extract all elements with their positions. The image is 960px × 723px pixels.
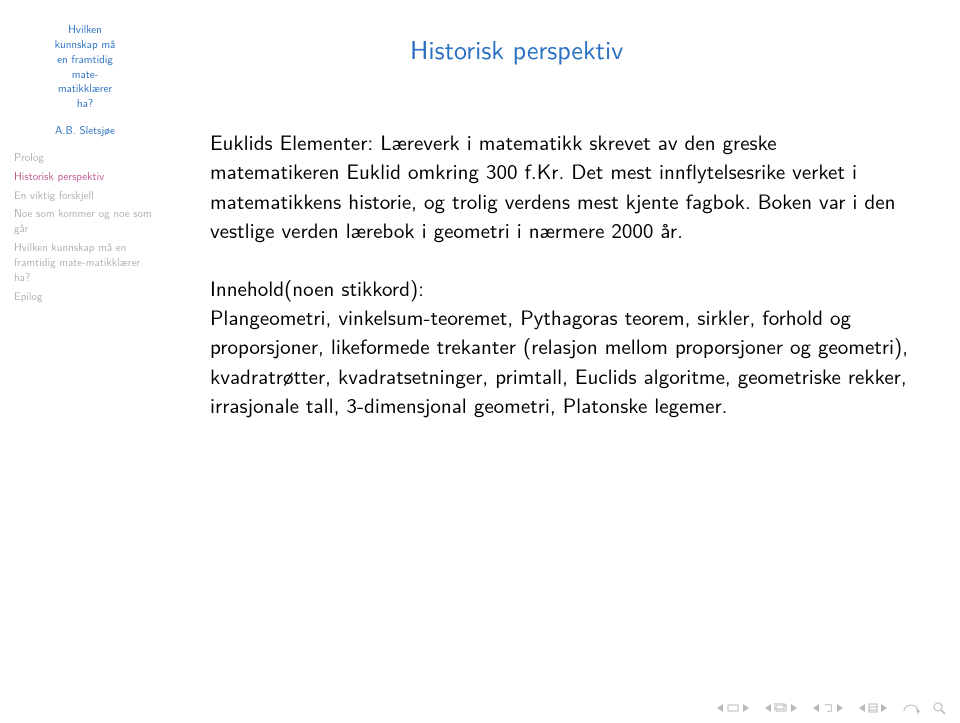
sidebar: Hvilken kunnskap må en framtidig mate- m…	[0, 0, 170, 723]
body-text: Euklids Elementer: Læreverk i matematikk…	[210, 128, 910, 421]
title-line: Hvilken	[14, 22, 156, 37]
nav-item-prolog[interactable]: Prolog	[14, 150, 156, 165]
nav-item-noe-som[interactable]: Noe som kommer og noe som går	[14, 206, 156, 236]
paragraph-2: Innehold(noen stikkord): Plangeometri, v…	[210, 274, 910, 421]
nav-back-icon[interactable]	[856, 703, 890, 713]
nav-item-epilog[interactable]: Epilog	[14, 289, 156, 304]
nav-item-forskjell[interactable]: En viktig forskjell	[14, 188, 156, 203]
nav-prev-section-icon[interactable]	[762, 703, 800, 713]
slide-title: Historisk perspektiv	[410, 30, 910, 68]
title-line: en framtidig	[14, 52, 156, 67]
nav-prev-icon[interactable]	[810, 703, 846, 713]
beamer-nav-controls	[714, 701, 946, 715]
nav-circulate-icon[interactable]	[900, 701, 922, 715]
nav-search-icon[interactable]	[932, 701, 946, 715]
sidebar-author: A.B. Sletsjøe	[14, 123, 156, 138]
title-line: matikklærer	[14, 81, 156, 96]
nav-first-icon[interactable]	[714, 703, 752, 713]
nav-item-historisk[interactable]: Historisk perspektiv	[14, 169, 156, 184]
title-line: kunnskap må	[14, 37, 156, 52]
nav-item-hvilken[interactable]: Hvilken kunnskap må en framtidig mate-ma…	[14, 240, 156, 285]
paragraph-1: Euklids Elementer: Læreverk i matematikk…	[210, 128, 910, 246]
main-content: Historisk perspektiv Euklids Elementer: …	[170, 0, 960, 723]
title-line: mate-	[14, 67, 156, 82]
title-line: ha?	[14, 96, 156, 111]
sidebar-title: Hvilken kunnskap må en framtidig mate- m…	[14, 22, 156, 111]
